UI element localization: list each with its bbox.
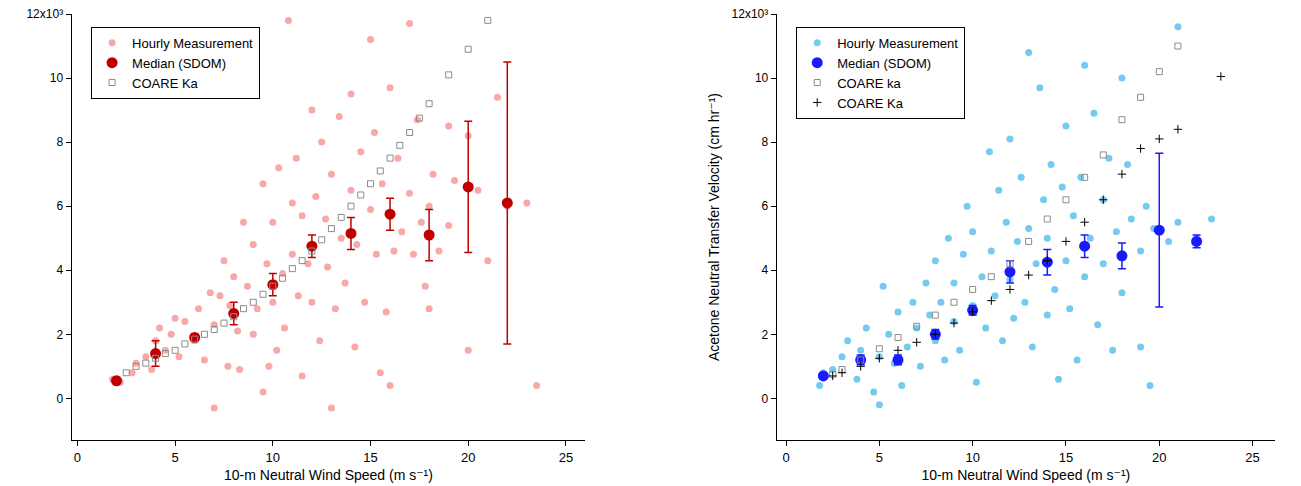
svg-text:20: 20 bbox=[461, 450, 475, 465]
svg-text:5: 5 bbox=[171, 450, 178, 465]
svg-text:10: 10 bbox=[755, 71, 769, 85]
svg-text:6: 6 bbox=[762, 199, 769, 213]
svg-text:8: 8 bbox=[762, 135, 769, 149]
svg-text:Median (SDOM): Median (SDOM) bbox=[837, 56, 931, 71]
svg-text:15: 15 bbox=[363, 450, 377, 465]
svg-text:0: 0 bbox=[762, 392, 769, 406]
svg-text:12x10³: 12x10³ bbox=[732, 7, 769, 21]
svg-text:10-m Neutral Wind Speed (m s⁻¹: 10-m Neutral Wind Speed (m s⁻¹) bbox=[224, 467, 433, 483]
svg-text:COARE Ka: COARE Ka bbox=[837, 96, 904, 111]
svg-text:2: 2 bbox=[56, 328, 63, 342]
svg-text:10: 10 bbox=[266, 450, 280, 465]
svg-text:0: 0 bbox=[74, 450, 81, 465]
svg-text:Acetone Neutral Transfer Veloc: Acetone Neutral Transfer Velocity (cm hr… bbox=[706, 93, 722, 361]
svg-text:4: 4 bbox=[762, 263, 769, 277]
svg-text:Median (SDOM): Median (SDOM) bbox=[132, 56, 226, 71]
svg-text:10-m Neutral Wind Speed (m s⁻¹: 10-m Neutral Wind Speed (m s⁻¹) bbox=[921, 467, 1130, 483]
svg-text:2: 2 bbox=[762, 328, 769, 342]
svg-text:0: 0 bbox=[782, 450, 789, 465]
svg-text:4: 4 bbox=[56, 263, 63, 277]
svg-text:12x10³: 12x10³ bbox=[26, 7, 63, 21]
svg-text:0: 0 bbox=[56, 392, 63, 406]
svg-text:Hourly Measurement: Hourly Measurement bbox=[132, 36, 253, 51]
svg-text:COARE Ka: COARE Ka bbox=[132, 76, 199, 91]
svg-text:20: 20 bbox=[1152, 450, 1166, 465]
svg-text:10: 10 bbox=[50, 71, 64, 85]
svg-text:8: 8 bbox=[56, 135, 63, 149]
svg-text:6: 6 bbox=[56, 199, 63, 213]
svg-text:COARE ka: COARE ka bbox=[837, 76, 901, 91]
svg-text:5: 5 bbox=[876, 450, 883, 465]
svg-text:10: 10 bbox=[965, 450, 979, 465]
svg-text:Hourly Measurement: Hourly Measurement bbox=[837, 36, 958, 51]
svg-text:25: 25 bbox=[559, 450, 573, 465]
svg-text:15: 15 bbox=[1059, 450, 1073, 465]
svg-text:25: 25 bbox=[1245, 450, 1259, 465]
